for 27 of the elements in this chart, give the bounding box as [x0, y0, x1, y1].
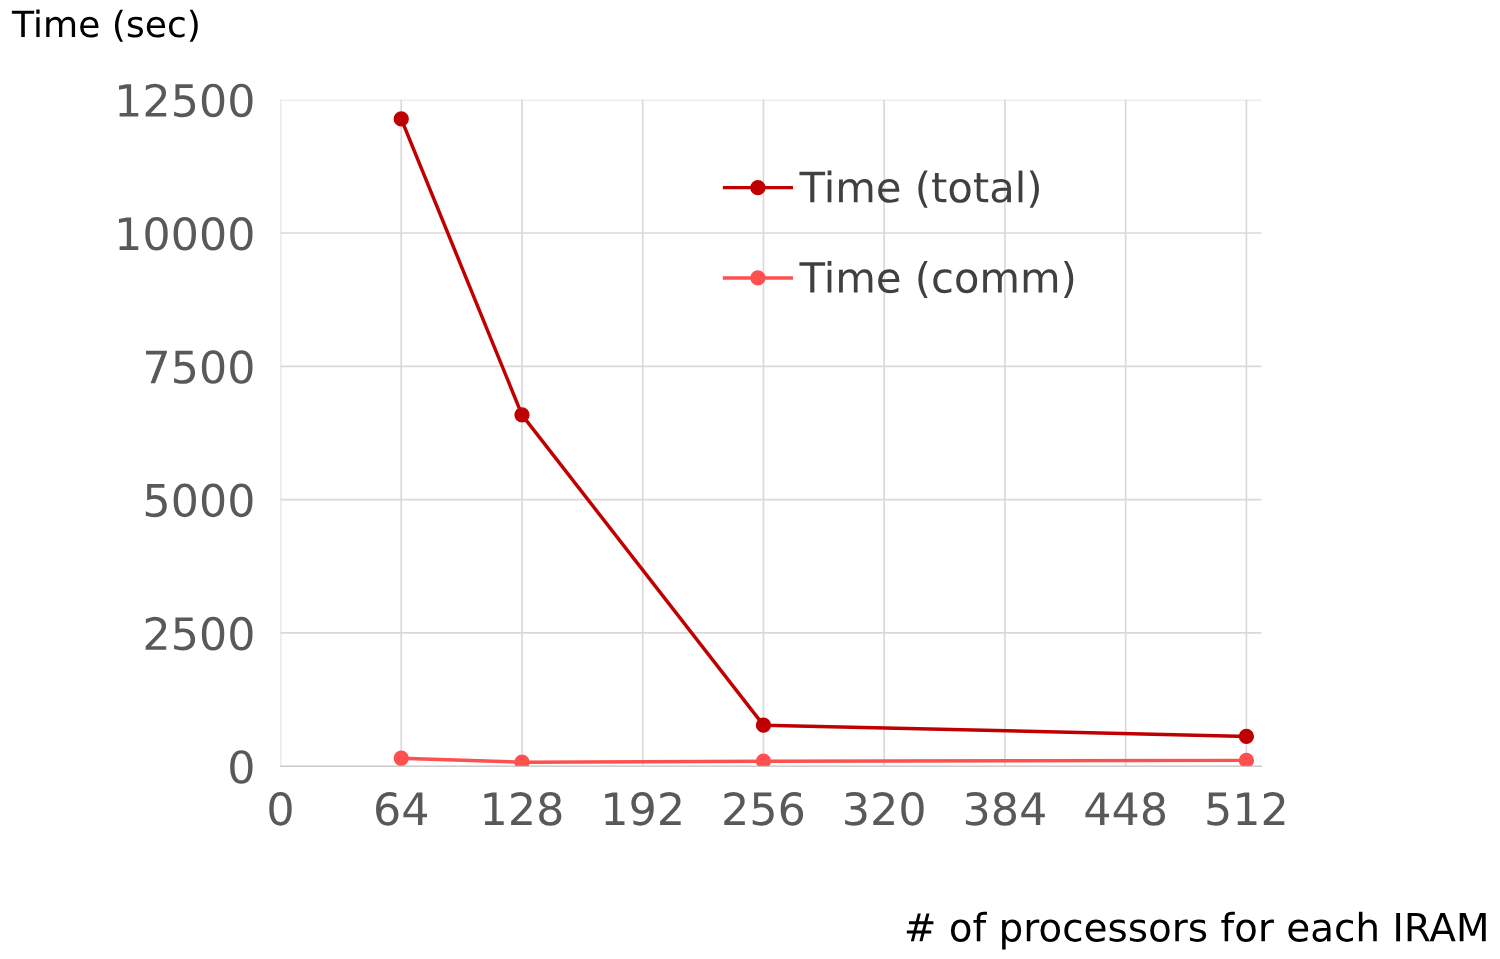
y-tick-label: 10000	[118, 216, 253, 251]
y-tick-label: 2500	[145, 616, 253, 651]
x-tick-label: 256	[724, 792, 804, 826]
point	[1238, 728, 1255, 745]
y-tick-label: 0	[230, 750, 253, 784]
x-tick-label: 0	[269, 792, 292, 826]
point	[393, 111, 409, 127]
y-axis-title: Time (sec)	[11, 9, 198, 42]
x-tick-label: 512	[1207, 792, 1285, 826]
legend-label: Time (comm)	[799, 260, 1074, 299]
point	[1238, 752, 1255, 767]
point	[514, 407, 530, 423]
point	[514, 754, 530, 767]
y-tick-label: 12500	[118, 83, 253, 118]
legend-label: Time (total)	[799, 170, 1039, 208]
y-tick-label: 5000	[145, 483, 253, 518]
point	[755, 717, 772, 733]
x-axis-title: # of processors for each IRAM	[906, 911, 1486, 950]
x-tick-label: 448	[1085, 792, 1166, 826]
point	[755, 753, 772, 767]
y-tick-label: 7500	[146, 350, 253, 384]
x-tick-label: 384	[965, 792, 1045, 826]
x-tick-label: 192	[605, 792, 681, 826]
x-tick-label: 64	[376, 792, 428, 826]
x-tick-label: 320	[845, 792, 924, 826]
x-tick-label: 128	[484, 792, 562, 826]
point	[393, 750, 409, 766]
